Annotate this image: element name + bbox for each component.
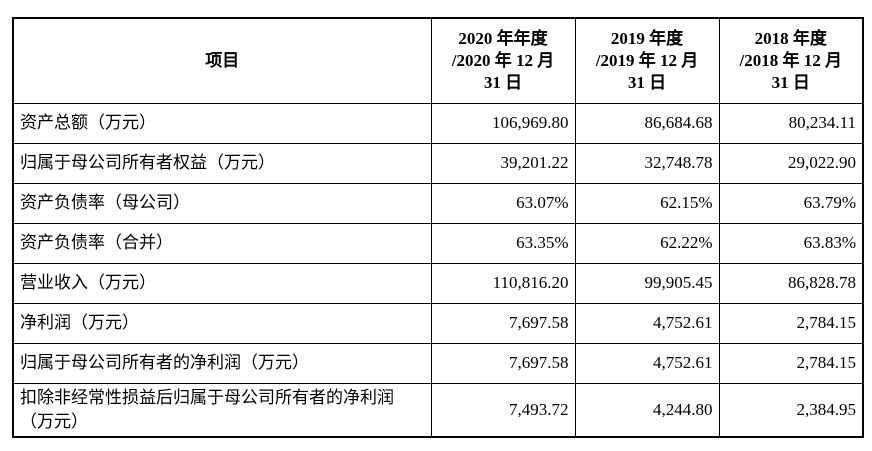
table-body: 资产总额（万元） 106,969.80 86,684.68 80,234.11 … — [12, 102, 864, 438]
value-2018: 2,784.15 — [718, 342, 864, 384]
row-label: 营业收入（万元） — [12, 262, 432, 304]
value-2019: 4,752.61 — [574, 342, 720, 384]
value-2019: 86,684.68 — [574, 102, 720, 144]
table-row: 资产总额（万元） 106,969.80 86,684.68 80,234.11 — [12, 102, 864, 144]
value-2018: 63.79% — [718, 182, 864, 224]
value-2020: 63.35% — [430, 222, 576, 264]
value-2020: 106,969.80 — [430, 102, 576, 144]
header-2018: 2018 年度 /2018 年 12 月 31 日 — [718, 17, 864, 104]
table-row: 净利润（万元） 7,697.58 4,752.61 2,784.15 — [12, 302, 864, 344]
value-2019: 62.15% — [574, 182, 720, 224]
row-label: 归属于母公司所有者的净利润（万元） — [12, 342, 432, 384]
row-label: 净利润（万元） — [12, 302, 432, 344]
value-2018: 2,784.15 — [718, 302, 864, 344]
value-2018: 86,828.78 — [718, 262, 864, 304]
value-2020: 39,201.22 — [430, 142, 576, 184]
table-row: 归属于母公司所有者的净利润（万元） 7,697.58 4,752.61 2,78… — [12, 342, 864, 384]
row-label: 归属于母公司所有者权益（万元） — [12, 142, 432, 184]
row-label: 扣除非经常性损益后归属于母公司所有者的净利润（万元） — [12, 382, 432, 438]
financial-summary-table: 项目 2020 年年度 /2020 年 12 月 31 日 2019 年度 /2… — [12, 17, 864, 438]
value-2018: 63.83% — [718, 222, 864, 264]
table-row: 营业收入（万元） 110,816.20 99,905.45 86,828.78 — [12, 262, 864, 304]
row-label: 资产总额（万元） — [12, 102, 432, 144]
value-2020: 7,697.58 — [430, 342, 576, 384]
header-2019: 2019 年度 /2019 年 12 月 31 日 — [574, 17, 720, 104]
value-2020: 7,493.72 — [430, 382, 576, 438]
value-2019: 32,748.78 — [574, 142, 720, 184]
row-label: 资产负债率（母公司） — [12, 182, 432, 224]
table-header: 项目 2020 年年度 /2020 年 12 月 31 日 2019 年度 /2… — [12, 17, 864, 104]
value-2018: 80,234.11 — [718, 102, 864, 144]
value-2019: 4,244.80 — [574, 382, 720, 438]
value-2020: 110,816.20 — [430, 262, 576, 304]
table-row: 资产负债率（母公司） 63.07% 62.15% 63.79% — [12, 182, 864, 224]
value-2019: 99,905.45 — [574, 262, 720, 304]
header-2020: 2020 年年度 /2020 年 12 月 31 日 — [430, 17, 576, 104]
value-2020: 63.07% — [430, 182, 576, 224]
value-2019: 4,752.61 — [574, 302, 720, 344]
value-2020: 7,697.58 — [430, 302, 576, 344]
value-2018: 2,384.95 — [718, 382, 864, 438]
table-row: 归属于母公司所有者权益（万元） 39,201.22 32,748.78 29,0… — [12, 142, 864, 184]
header-row: 项目 2020 年年度 /2020 年 12 月 31 日 2019 年度 /2… — [12, 17, 864, 104]
value-2019: 62.22% — [574, 222, 720, 264]
value-2018: 29,022.90 — [718, 142, 864, 184]
table-row: 扣除非经常性损益后归属于母公司所有者的净利润（万元） 7,493.72 4,24… — [12, 382, 864, 438]
header-item: 项目 — [12, 17, 432, 104]
table-row: 资产负债率（合并） 63.35% 62.22% 63.83% — [12, 222, 864, 264]
row-label: 资产负债率（合并） — [12, 222, 432, 264]
